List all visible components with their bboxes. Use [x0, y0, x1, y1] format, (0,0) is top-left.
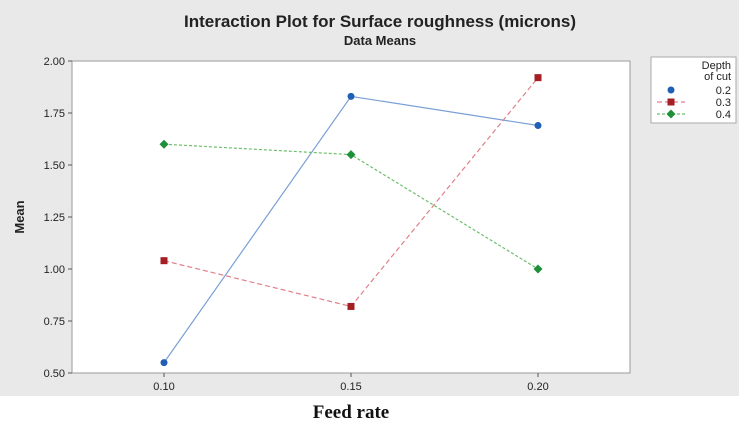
- legend-title: Depth: [702, 60, 731, 72]
- plot-area: [71, 60, 631, 374]
- chart-title: Interaction Plot for Surface roughness (…: [184, 12, 576, 31]
- legend-marker-0.3: [667, 98, 675, 106]
- y-tick-label: 2.00: [44, 56, 65, 68]
- data-point-0.3-0.20: [534, 74, 542, 82]
- legend-title-line2: of cut: [704, 71, 731, 83]
- data-point-0.4-0.15: [346, 150, 356, 160]
- legend-label-0.4: 0.4: [716, 109, 731, 121]
- data-point-0.2-0.20: [534, 121, 542, 129]
- data-point-0.4-0.20: [533, 264, 543, 274]
- legend-box: [650, 56, 737, 124]
- y-tick-label: 0.75: [44, 316, 65, 328]
- y-axis-label: Mean: [12, 200, 27, 233]
- x-tick-label: 0.20: [527, 381, 548, 393]
- x-tick-label: 0.15: [340, 381, 361, 393]
- legend-label-0.2: 0.2: [716, 85, 731, 97]
- legend-marker-0.2: [667, 86, 675, 94]
- data-point-0.3-0.15: [347, 302, 355, 310]
- chart-subtitle: Data Means: [344, 33, 416, 48]
- y-tick-label: 1.25: [44, 212, 65, 224]
- lower-background: [0, 396, 739, 424]
- legend-marker-0.4: [666, 109, 676, 119]
- x-axis-label: Feed rate: [313, 402, 389, 423]
- y-tick-label: 0.50: [44, 368, 65, 380]
- x-tick-label: 0.10: [153, 381, 174, 393]
- data-point-0.2-0.10: [160, 359, 168, 367]
- data-point-0.2-0.15: [347, 92, 355, 100]
- data-point-0.3-0.10: [160, 257, 168, 265]
- y-tick-label: 1.00: [44, 264, 65, 276]
- data-point-0.4-0.10: [159, 139, 169, 149]
- y-tick-label: 1.50: [44, 160, 65, 172]
- legend-label-0.3: 0.3: [716, 97, 731, 109]
- y-tick-label: 1.75: [44, 108, 65, 120]
